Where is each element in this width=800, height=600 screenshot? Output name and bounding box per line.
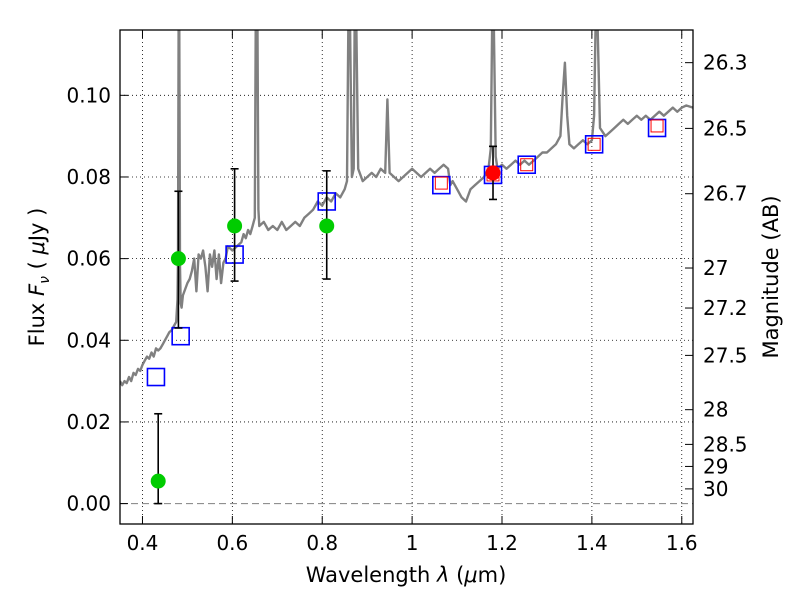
magnitude-tick-label: 28.5 bbox=[703, 432, 748, 456]
x-tick-label: 1.4 bbox=[576, 531, 608, 555]
y-axis-title: Flux Fν ( μJy ) bbox=[25, 208, 53, 347]
x-tick-label: 1.6 bbox=[666, 531, 698, 555]
y-tick-label: 0.08 bbox=[66, 165, 111, 189]
data-series bbox=[120, 30, 693, 505]
magnitude-tick-label: 26.5 bbox=[703, 116, 748, 140]
magnitude-tick-label: 30 bbox=[703, 477, 728, 501]
magnitude-tick-label: 29 bbox=[703, 454, 728, 478]
magnitude-tick-label: 27 bbox=[703, 256, 728, 280]
x-tick-label: 1.2 bbox=[486, 531, 518, 555]
measured-photometry-square bbox=[434, 176, 448, 190]
x-tick-label: 0.8 bbox=[306, 531, 338, 555]
x-axis-title: Wavelength λ (μm) bbox=[306, 563, 507, 587]
y-tick-label: 0.04 bbox=[66, 328, 111, 352]
model-photometry-square bbox=[584, 135, 604, 154]
photometry-point bbox=[150, 473, 166, 489]
model-photometry-square bbox=[517, 155, 537, 175]
measured-photometry-square bbox=[520, 158, 534, 172]
x-tick-label: 0.6 bbox=[216, 531, 248, 555]
magnitude-tick-label: 26.3 bbox=[703, 51, 748, 75]
y-tick-label: 0.02 bbox=[66, 410, 111, 434]
measured-photometry-square bbox=[587, 137, 601, 151]
axis-ticks: 0.4 0.6 0.8 1 1.2 1.4 1.6 0.00 0.02 0.04 0.06 0.08 0… bbox=[66, 30, 748, 555]
magnitude-tick-label: 26.7 bbox=[703, 182, 748, 206]
photometry-point bbox=[485, 165, 501, 181]
measured-photometry-square bbox=[650, 119, 664, 133]
secondary-y-axis-title: Magnitude (AB) bbox=[759, 195, 783, 358]
magnitude-tick-label: 27.5 bbox=[703, 343, 748, 367]
model-photometry-square bbox=[146, 367, 166, 387]
photometry-point bbox=[319, 218, 335, 234]
x-tick-label: 0.4 bbox=[127, 531, 159, 555]
model-spectrum-line bbox=[120, 30, 693, 387]
magnitude-tick-label: 28 bbox=[703, 398, 728, 422]
magnitude-tick-label: 27.2 bbox=[703, 296, 748, 320]
y-tick-label: 0.00 bbox=[66, 492, 111, 516]
y-tick-label: 0.10 bbox=[66, 83, 111, 107]
y-tick-label: 0.06 bbox=[66, 247, 111, 271]
photometry-point bbox=[170, 251, 186, 267]
plot-frame bbox=[119, 29, 694, 525]
x-tick-label: 1 bbox=[406, 531, 419, 555]
photometry-point bbox=[227, 218, 243, 234]
